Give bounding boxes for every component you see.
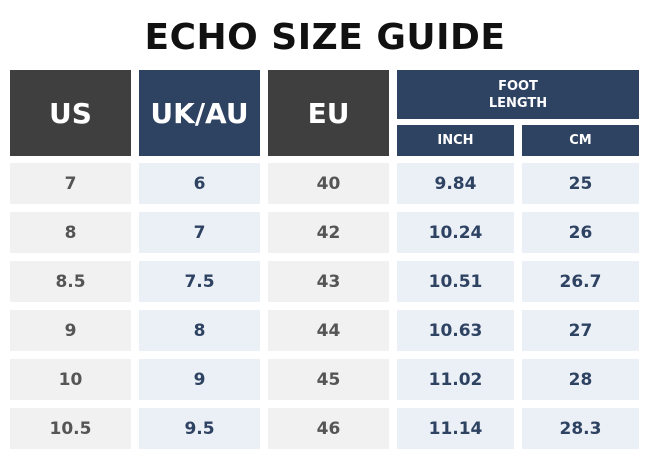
cell-cm: 27 (522, 310, 639, 351)
cell-cm: 25 (522, 163, 639, 204)
cell-us: 8 (10, 212, 131, 253)
cell-eu: 40 (268, 163, 389, 204)
header-foot-length-line1: FOOT (498, 78, 538, 94)
cell-inch: 9.84 (397, 163, 514, 204)
cell-eu: 44 (268, 310, 389, 351)
cell-inch: 11.02 (397, 359, 514, 400)
cell-eu: 45 (268, 359, 389, 400)
header-us: US (10, 70, 131, 156)
cell-us: 9 (10, 310, 131, 351)
cell-us: 7 (10, 163, 131, 204)
header-cm: CM (522, 125, 639, 156)
cell-inch: 10.24 (397, 212, 514, 253)
cell-uk-au: 6 (139, 163, 260, 204)
cell-uk-au: 8 (139, 310, 260, 351)
cell-us: 10.5 (10, 408, 131, 449)
cell-uk-au: 7.5 (139, 261, 260, 302)
cell-inch: 10.63 (397, 310, 514, 351)
cell-inch: 10.51 (397, 261, 514, 302)
header-foot-length: FOOT LENGTH (397, 70, 639, 119)
cell-eu: 42 (268, 212, 389, 253)
cell-inch: 11.14 (397, 408, 514, 449)
cell-us: 8.5 (10, 261, 131, 302)
header-foot-length-line2: LENGTH (488, 95, 548, 111)
header-eu: EU (268, 70, 389, 156)
header-uk-au: UK/AU (139, 70, 260, 156)
cell-uk-au: 7 (139, 212, 260, 253)
cell-cm: 26.7 (522, 261, 639, 302)
cell-cm: 28.3 (522, 408, 639, 449)
cell-eu: 46 (268, 408, 389, 449)
cell-eu: 43 (268, 261, 389, 302)
cell-uk-au: 9.5 (139, 408, 260, 449)
cell-uk-au: 9 (139, 359, 260, 400)
header-inch: INCH (397, 125, 514, 156)
cell-cm: 26 (522, 212, 639, 253)
page-title: ECHO SIZE GUIDE (144, 17, 506, 58)
cell-us: 10 (10, 359, 131, 400)
cell-cm: 28 (522, 359, 639, 400)
